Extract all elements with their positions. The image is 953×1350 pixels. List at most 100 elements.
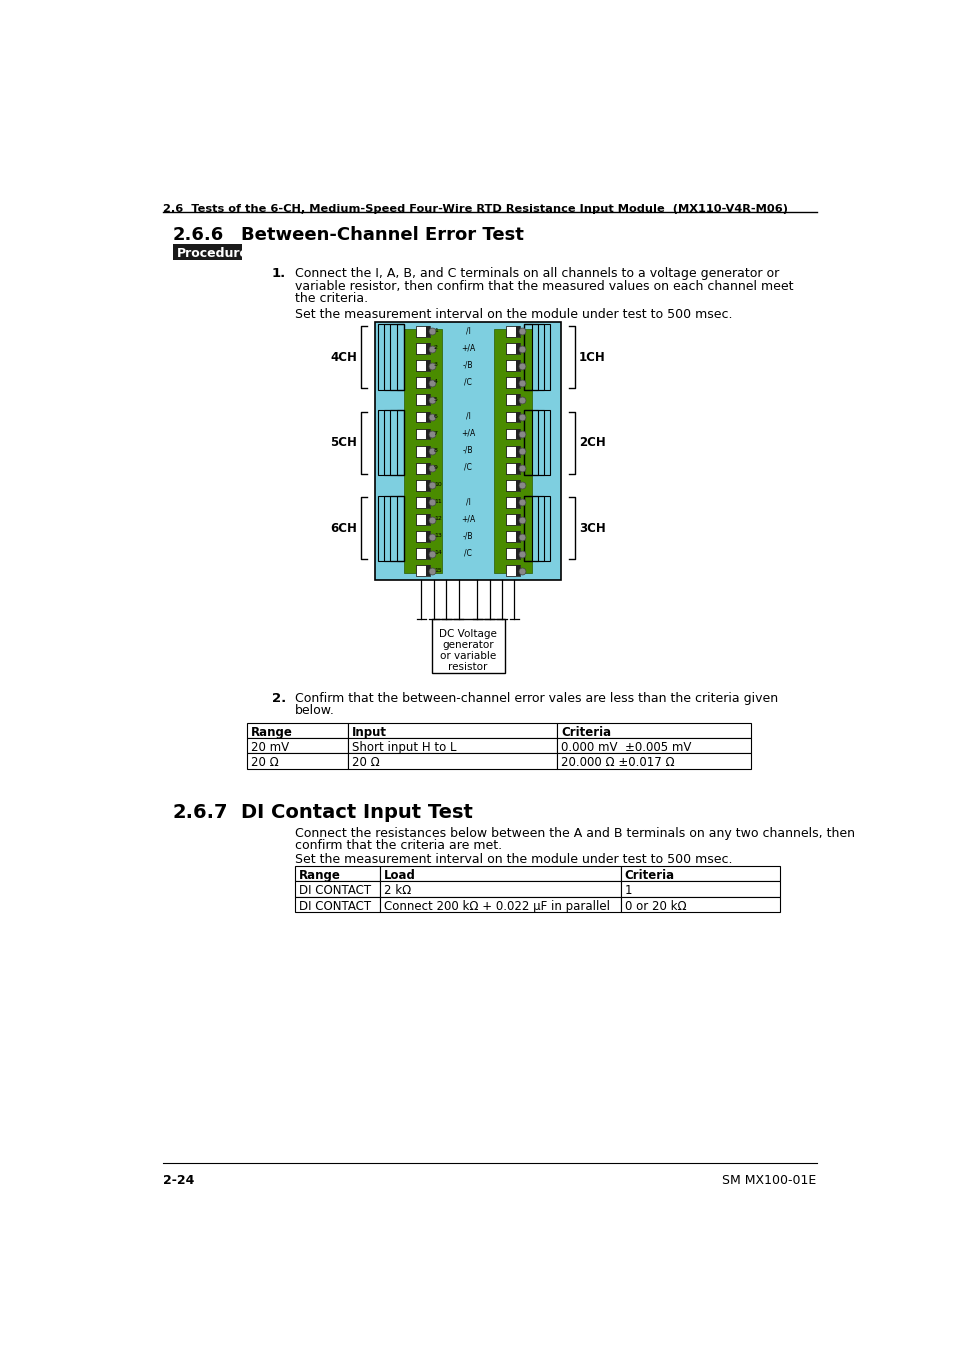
Text: 8: 8 — [434, 448, 437, 452]
Text: 2CH: 2CH — [578, 436, 605, 450]
Bar — [426, 378, 430, 387]
Bar — [416, 548, 430, 559]
Bar — [516, 514, 519, 525]
Bar — [516, 566, 519, 576]
Bar — [390, 324, 404, 390]
Text: Range: Range — [251, 726, 293, 738]
Bar — [494, 329, 531, 574]
Bar — [516, 463, 519, 474]
Text: 15: 15 — [434, 567, 441, 572]
Text: 7: 7 — [434, 431, 437, 436]
Bar — [416, 446, 430, 456]
Bar — [620, 865, 779, 882]
Bar — [505, 481, 519, 491]
Bar — [294, 882, 380, 896]
Text: 4: 4 — [434, 379, 437, 385]
Text: 5CH: 5CH — [330, 436, 356, 450]
Bar — [247, 738, 348, 753]
Bar — [380, 896, 620, 913]
Text: /C: /C — [463, 548, 472, 558]
Text: Set the measurement interval on the module under test to 500 msec.: Set the measurement interval on the modu… — [294, 853, 732, 867]
Bar — [523, 495, 543, 560]
Bar — [416, 394, 430, 405]
Bar — [384, 495, 404, 560]
Text: 20 Ω: 20 Ω — [352, 756, 379, 770]
Text: 11: 11 — [434, 500, 441, 504]
Bar — [416, 497, 430, 508]
Text: resistor: resistor — [448, 662, 487, 672]
Bar — [505, 446, 519, 456]
Text: 14: 14 — [434, 551, 441, 555]
Bar — [431, 618, 505, 672]
Text: 2-24: 2-24 — [163, 1173, 194, 1187]
Bar — [348, 722, 557, 738]
Bar — [426, 481, 430, 491]
Bar — [505, 325, 519, 336]
Bar — [377, 324, 404, 390]
Text: 6: 6 — [434, 413, 437, 418]
Text: 2.6.7: 2.6.7 — [172, 803, 228, 822]
Bar — [390, 495, 404, 560]
Text: +/A: +/A — [460, 514, 475, 524]
Text: Connect the I, A, B, and C terminals on all channels to a voltage generator or: Connect the I, A, B, and C terminals on … — [294, 267, 779, 281]
Text: 20.000 Ω ±0.017 Ω: 20.000 Ω ±0.017 Ω — [560, 756, 674, 770]
Bar — [505, 532, 519, 543]
Text: /I: /I — [465, 497, 470, 506]
Text: 2.: 2. — [272, 691, 286, 705]
Bar — [620, 882, 779, 896]
Bar — [396, 495, 404, 560]
Bar — [516, 532, 519, 543]
Text: +/A: +/A — [460, 429, 475, 437]
Text: 10: 10 — [434, 482, 441, 487]
Text: 6CH: 6CH — [330, 521, 356, 535]
Bar — [523, 410, 537, 475]
Bar — [516, 325, 519, 336]
Bar — [620, 896, 779, 913]
Bar — [377, 495, 404, 560]
Text: 2.6.6: 2.6.6 — [172, 225, 224, 244]
Bar — [426, 429, 430, 439]
Text: 9: 9 — [434, 464, 437, 470]
Bar — [516, 360, 519, 371]
Text: Connect 200 kΩ + 0.022 μF in parallel: Connect 200 kΩ + 0.022 μF in parallel — [384, 899, 610, 913]
Text: Load: Load — [384, 869, 416, 882]
Text: variable resistor, then confirm that the measured values on each channel meet: variable resistor, then confirm that the… — [294, 279, 793, 293]
Bar — [516, 429, 519, 439]
Text: 3: 3 — [434, 362, 437, 367]
Bar — [348, 753, 557, 768]
Text: /C: /C — [463, 378, 472, 386]
Bar — [416, 566, 430, 576]
Text: -/B: -/B — [462, 532, 473, 540]
Bar — [516, 481, 519, 491]
Text: 13: 13 — [434, 533, 441, 539]
Bar — [505, 514, 519, 525]
Bar — [505, 360, 519, 371]
Bar — [505, 412, 519, 423]
Text: 1: 1 — [624, 884, 632, 898]
Text: 5: 5 — [434, 397, 437, 401]
Bar — [384, 324, 404, 390]
Text: Between-Channel Error Test: Between-Channel Error Test — [241, 225, 523, 244]
Text: Criteria: Criteria — [560, 726, 611, 738]
Bar — [516, 394, 519, 405]
Bar — [247, 753, 348, 768]
Text: DI Contact Input Test: DI Contact Input Test — [241, 803, 473, 822]
Bar — [516, 446, 519, 456]
Bar — [523, 324, 537, 390]
Text: or variable: or variable — [439, 651, 496, 661]
Bar — [416, 429, 430, 439]
Text: +/A: +/A — [460, 343, 475, 352]
Bar — [505, 343, 519, 354]
Bar — [375, 323, 560, 580]
Bar — [557, 738, 750, 753]
Text: 0.000 mV  ±0.005 mV: 0.000 mV ±0.005 mV — [560, 741, 691, 755]
Bar — [426, 343, 430, 354]
Bar — [505, 429, 519, 439]
Bar — [384, 410, 404, 475]
Bar — [516, 378, 519, 387]
Bar — [377, 410, 404, 475]
Text: DI CONTACT: DI CONTACT — [298, 899, 371, 913]
Text: 2 kΩ: 2 kΩ — [384, 884, 411, 898]
Text: Input: Input — [352, 726, 386, 738]
Bar — [390, 410, 404, 475]
